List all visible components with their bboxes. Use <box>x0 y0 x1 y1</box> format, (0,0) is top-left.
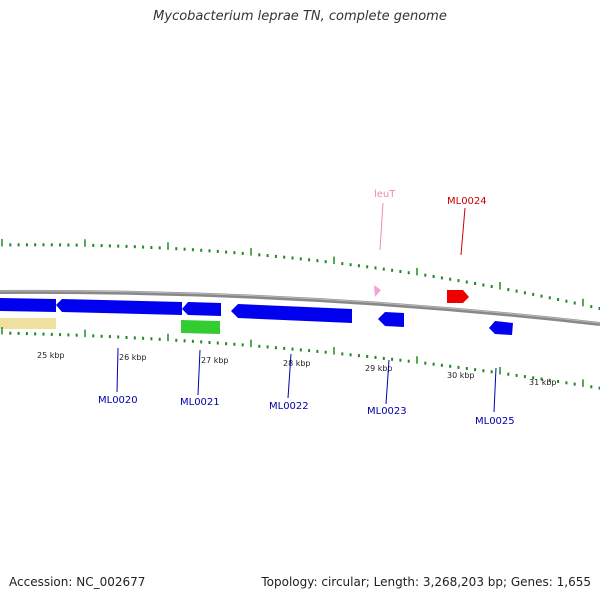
gene-labels: ML0020 ML0021 ML0022 leuT ML0023 ML0024 … <box>98 189 515 427</box>
leader-line-leuT <box>379 202 384 251</box>
accession-text: Accession: NC_002677 <box>9 575 146 589</box>
leader-line-ML0020 <box>116 347 119 393</box>
scale-label: 31 kbp <box>529 378 557 387</box>
gene-label-leuT[interactable]: leuT <box>374 189 396 200</box>
gene-label-ML0022[interactable]: ML0022 <box>269 401 309 412</box>
scale-labels: 25 kbp 26 kbp 27 kbp 28 kbp 29 kbp 30 kb… <box>37 351 557 387</box>
gene-label-ML0023[interactable]: ML0023 <box>367 406 407 417</box>
leader-line-ML0025 <box>493 367 497 413</box>
gene-ML0022[interactable] <box>231 304 352 323</box>
gene-ML0020[interactable] <box>56 299 182 315</box>
scale-label: 29 kbp <box>365 364 393 373</box>
feature-green[interactable] <box>181 320 220 334</box>
gene-ML0025[interactable] <box>489 321 513 335</box>
page-title: Mycobacterium leprae TN, complete genome <box>153 9 447 24</box>
leader-line-ML0024 <box>460 207 466 256</box>
feature-tan[interactable] <box>0 318 56 329</box>
genome-backbone <box>0 289 600 326</box>
scale-label: 28 kbp <box>283 359 311 368</box>
gene-label-ML0020[interactable]: ML0020 <box>98 395 138 406</box>
genome-backbone-highlight <box>0 290 600 324</box>
leader-line-ML0021 <box>197 349 201 396</box>
gene-ML0024[interactable] <box>447 290 469 303</box>
scale-label: 25 kbp <box>37 351 65 360</box>
gene-ML0021[interactable] <box>182 302 221 316</box>
leader-line-ML0022 <box>287 353 292 399</box>
gene-label-ML0021[interactable]: ML0021 <box>180 397 220 408</box>
gene-ML0019[interactable] <box>0 298 56 312</box>
inner-tick-row <box>1 327 600 390</box>
gene-leuT[interactable] <box>374 285 381 297</box>
gene-label-ML0025[interactable]: ML0025 <box>475 416 515 427</box>
genome-summary-text: Topology: circular; Length: 3,268,203 bp… <box>261 575 591 589</box>
scale-label: 30 kbp <box>447 371 475 380</box>
leader-line-ML0023 <box>385 359 390 405</box>
scale-label: 27 kbp <box>201 356 229 365</box>
gene-label-lines <box>116 202 497 413</box>
gene-ML0023[interactable] <box>378 312 404 327</box>
scale-label: 26 kbp <box>119 353 147 362</box>
gene-label-ML0024[interactable]: ML0024 <box>447 196 487 207</box>
